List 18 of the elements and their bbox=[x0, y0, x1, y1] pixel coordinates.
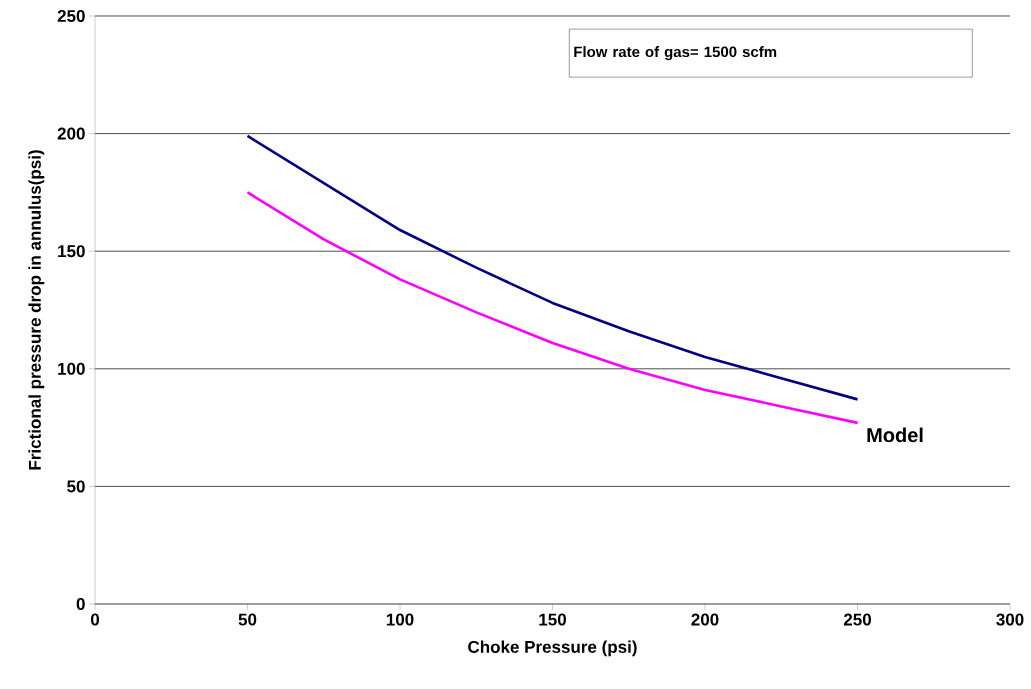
y-tick-label: 200 bbox=[57, 127, 85, 140]
x-tick-label: 100 bbox=[386, 613, 414, 626]
annotation: Flow rate of gas= 1500 scfm bbox=[574, 46, 777, 61]
x-tick-label: 250 bbox=[843, 613, 871, 626]
y-tick-label: 100 bbox=[58, 362, 85, 375]
series-label: Model bbox=[867, 427, 923, 443]
y-tick-label: 150 bbox=[58, 245, 85, 258]
x-tick-label: 0 bbox=[90, 613, 100, 626]
y-tick-label: 250 bbox=[57, 9, 85, 23]
x-tick-label: 200 bbox=[691, 613, 719, 626]
y-axis-title: Frictional pressure drop in annulus(psi) bbox=[28, 150, 45, 470]
x-axis-title: Choke Pressure (psi) bbox=[468, 640, 637, 657]
y-tick-label: 0 bbox=[76, 597, 85, 611]
line-series bbox=[246, 191, 859, 425]
x-tick-label: 50 bbox=[238, 613, 257, 626]
y-tick-label: 50 bbox=[67, 480, 85, 493]
x-tick-label: 300 bbox=[996, 613, 1024, 626]
x-tick-label: 150 bbox=[539, 613, 566, 626]
